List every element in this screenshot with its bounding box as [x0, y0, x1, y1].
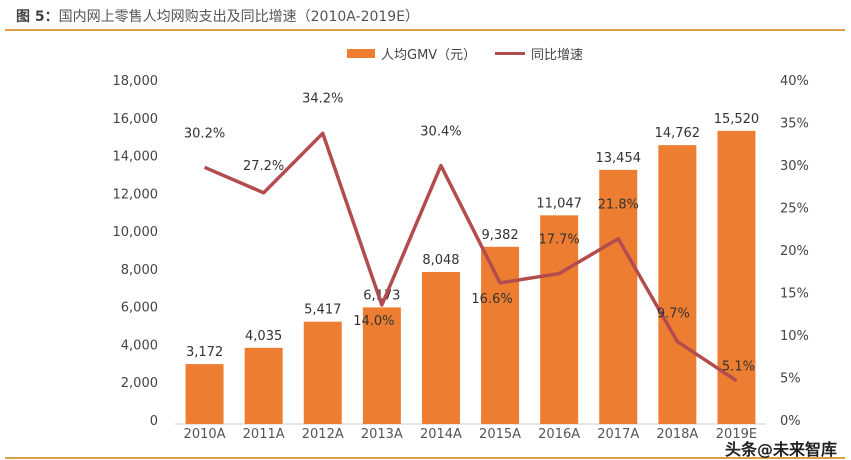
line-data-label: 9.7%: [657, 307, 690, 322]
y-right-tick-label: 5%: [780, 372, 801, 387]
x-tick-label: 2011A: [243, 427, 285, 442]
line-data-label: 27.2%: [243, 159, 284, 174]
y-right-tick-label: 25%: [780, 202, 809, 217]
x-tick-label: 2019E: [716, 427, 757, 442]
line-data-label: 14.0%: [353, 314, 394, 329]
y-right-tick-label: 35%: [780, 117, 809, 132]
line-data-label: 30.4%: [420, 125, 461, 140]
bar-data-label: 13,454: [596, 151, 642, 166]
y-right-tick-label: 15%: [780, 287, 809, 302]
bar: [658, 145, 697, 424]
x-tick-label: 2016A: [538, 427, 580, 442]
legend-bar: 人均GMV（元）: [347, 44, 476, 63]
legend-bar-label: 人均GMV（元）: [381, 48, 477, 63]
growth-line: [203, 131, 738, 383]
bar-data-label: 4,035: [245, 329, 282, 344]
bar-data-label: 15,520: [714, 112, 760, 127]
x-tick-label: 2015A: [479, 427, 521, 442]
figure-number: 图 5：: [16, 9, 59, 25]
figure-caption: 国内网上零售人均网购支出及同比增速（2010A-2019E）: [58, 9, 420, 25]
y-left-tick-label: 14,000: [113, 150, 159, 165]
y-left-tick-label: 10,000: [113, 225, 159, 240]
y-left-tick-label: 0: [150, 414, 158, 429]
bar: [717, 130, 756, 424]
x-tick-label: 2013A: [361, 427, 403, 442]
bar: [244, 347, 283, 424]
line-data-label: 17.7%: [538, 233, 579, 248]
bar: [540, 215, 579, 424]
y-right-tick-label: 30%: [780, 159, 809, 174]
bar-data-label: 5,417: [304, 303, 341, 318]
bar-data-label: 3,172: [186, 345, 223, 360]
y-left-tick-label: 6,000: [121, 301, 158, 316]
legend-line: 同比增速: [495, 44, 583, 63]
line-data-label: 21.8%: [598, 198, 639, 213]
title-rule: [5, 29, 845, 31]
bar-data-label: 14,762: [655, 126, 701, 141]
bottom-rule: [5, 457, 845, 459]
bar-data-label: 9,382: [481, 228, 518, 243]
y-left-tick-label: 2,000: [121, 376, 158, 391]
line-data-label: 5.1%: [722, 360, 755, 375]
bar-data-label: 11,047: [536, 196, 582, 211]
legend-line-swatch: [495, 52, 525, 55]
x-tick-label: 2012A: [302, 427, 344, 442]
legend-bar-swatch: [347, 49, 375, 58]
y-left-tick-label: 18,000: [113, 74, 159, 89]
y-left-tick-label: 8,000: [121, 263, 158, 278]
bar: [303, 321, 342, 424]
line-data-label: 16.6%: [471, 292, 512, 307]
y-left-tick-label: 12,000: [113, 187, 159, 202]
watermark: 头条@未来智库: [724, 440, 837, 459]
y-right-tick-label: 0%: [780, 414, 801, 429]
bar-data-label: 6,173: [363, 288, 400, 303]
y-left-tick-label: 4,000: [121, 338, 158, 353]
bar-data-label: 8,048: [422, 253, 459, 268]
x-tick-label: 2010A: [184, 427, 226, 442]
bar: [362, 307, 401, 424]
bar: [599, 169, 638, 424]
y-right-tick-label: 40%: [780, 74, 809, 89]
x-tick-label: 2014A: [420, 427, 462, 442]
x-tick-label: 2018A: [656, 427, 698, 442]
bar: [481, 246, 520, 424]
y-left-tick-label: 16,000: [113, 112, 159, 127]
line-data-label: 30.2%: [184, 126, 225, 141]
line-data-label: 34.2%: [302, 91, 343, 106]
y-right-tick-label: 10%: [780, 329, 809, 344]
bar: [421, 271, 460, 424]
bar: [185, 364, 224, 424]
legend-line-label: 同比增速: [531, 48, 584, 63]
x-tick-label: 2017A: [597, 427, 639, 442]
y-right-tick-label: 20%: [780, 244, 809, 259]
figure-title: 图 5：国内网上零售人均网购支出及同比增速（2010A-2019E）: [16, 6, 419, 26]
